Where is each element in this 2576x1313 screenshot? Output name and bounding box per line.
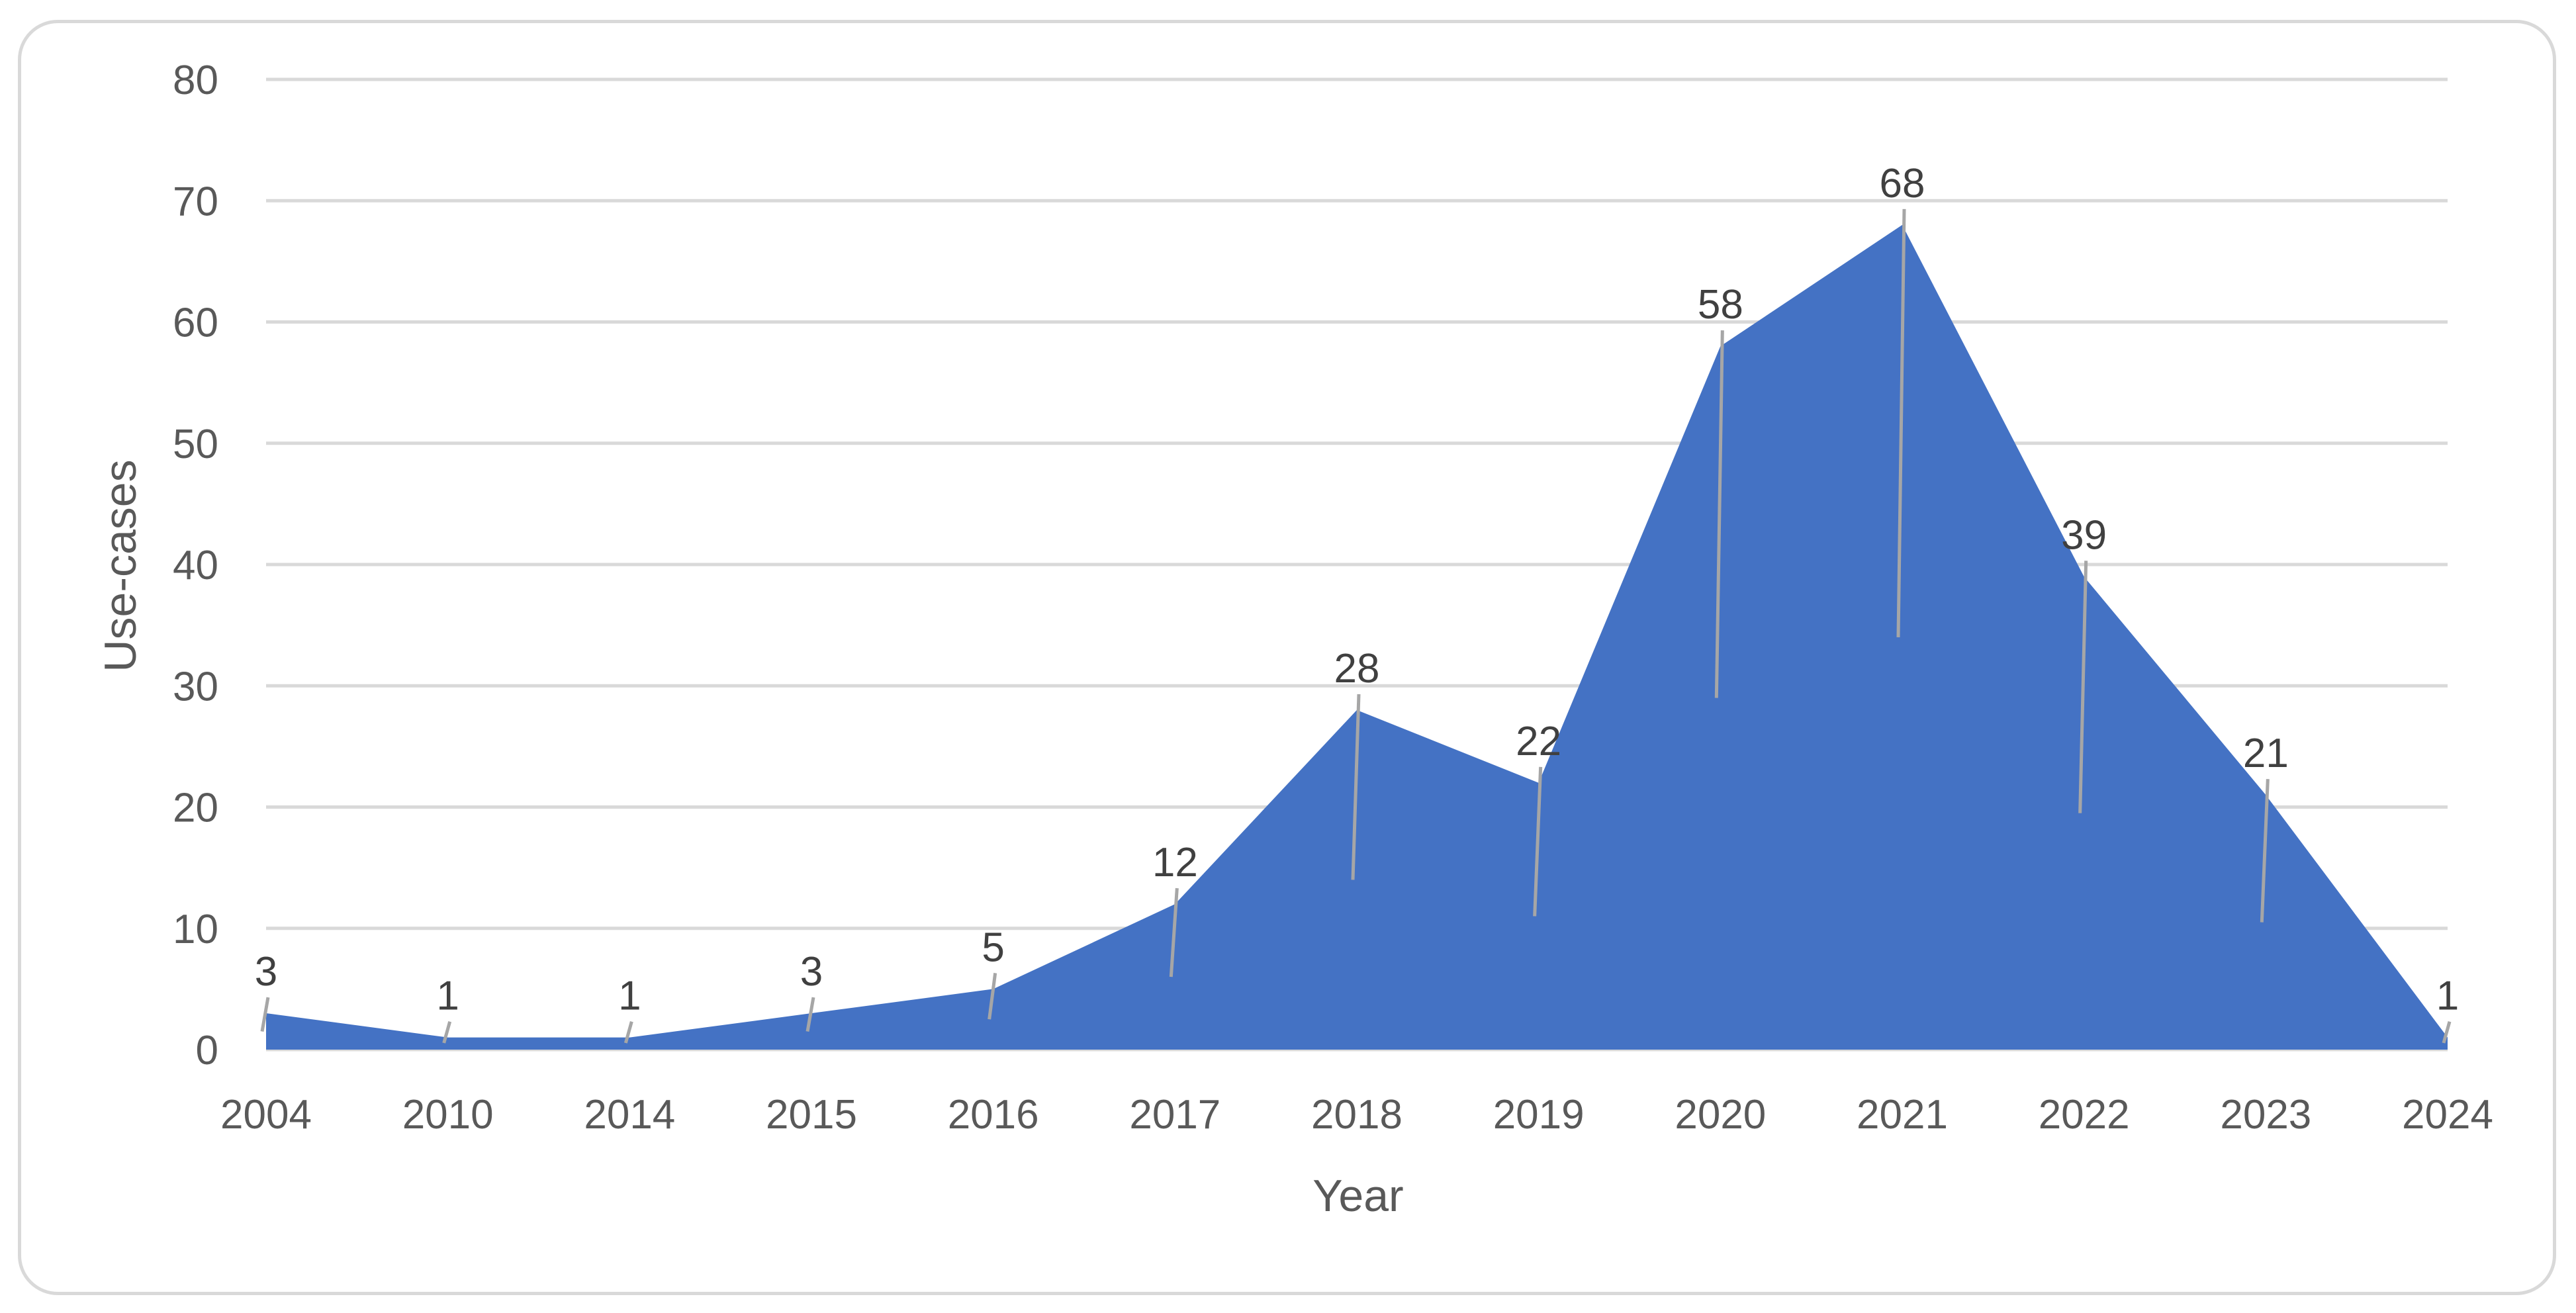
x-tick-label-2014: 2014 xyxy=(584,1092,675,1138)
leader-line-2022 xyxy=(2078,561,2088,813)
x-tick-label-2020: 2020 xyxy=(1675,1092,1766,1138)
data-label-leaders xyxy=(260,208,2452,1044)
leader-line-2018 xyxy=(1351,694,1361,880)
y-tick-label-0: 0 xyxy=(196,1028,218,1073)
y-tick-label-10: 10 xyxy=(173,907,218,952)
y-tick-label-20: 20 xyxy=(173,786,218,831)
y-axis-ticks: 0 10 20 30 40 50 60 70 80 xyxy=(173,58,218,1073)
data-label-2015: 3 xyxy=(800,949,823,995)
leader-line-2016 xyxy=(988,973,997,1020)
leader-line-2004 xyxy=(260,997,270,1032)
x-tick-label-2016: 2016 xyxy=(948,1092,1039,1138)
leader-line-2020 xyxy=(1714,330,1724,698)
data-label-2023: 21 xyxy=(2243,731,2289,776)
x-tick-label-2010: 2010 xyxy=(402,1092,494,1138)
data-label-2014: 1 xyxy=(618,973,641,1019)
data-label-2004: 3 xyxy=(255,949,277,995)
leader-line-2023 xyxy=(2260,779,2270,923)
area-series xyxy=(266,224,2448,1050)
x-tick-label-2023: 2023 xyxy=(2220,1092,2311,1138)
y-tick-label-50: 50 xyxy=(173,422,218,467)
x-tick-label-2022: 2022 xyxy=(2039,1092,2130,1138)
x-tick-label-2004: 2004 xyxy=(220,1092,312,1138)
area-fill xyxy=(266,224,2448,1050)
data-label-2017: 12 xyxy=(1152,840,1198,885)
leader-line-2015 xyxy=(805,997,815,1032)
leader-line-2010 xyxy=(442,1021,452,1044)
y-tick-label-70: 70 xyxy=(173,179,218,224)
x-axis-title: Year xyxy=(1312,1171,1403,1221)
data-labels: 3 1 1 3 5 12 28 22 58 68 39 21 1 xyxy=(255,161,2459,1019)
leader-line-2019 xyxy=(1533,766,1543,917)
data-label-2021: 68 xyxy=(1880,161,1925,206)
x-tick-label-2024: 2024 xyxy=(2402,1092,2493,1138)
y-axis-title: Use-cases xyxy=(95,459,146,672)
x-tick-label-2017: 2017 xyxy=(1129,1092,1220,1138)
data-label-2016: 5 xyxy=(982,925,1004,970)
data-label-2024: 1 xyxy=(2436,973,2459,1019)
data-label-2022: 39 xyxy=(2061,512,2107,558)
leader-line-2014 xyxy=(623,1021,633,1044)
data-label-2018: 28 xyxy=(1334,646,1380,692)
y-tick-label-40: 40 xyxy=(173,543,218,588)
x-tick-label-2018: 2018 xyxy=(1311,1092,1403,1138)
leader-line-2021 xyxy=(1896,208,1906,637)
leader-line-2024 xyxy=(2442,1021,2452,1044)
x-tick-label-2015: 2015 xyxy=(766,1092,857,1138)
x-tick-label-2019: 2019 xyxy=(1493,1092,1585,1138)
y-tick-label-60: 60 xyxy=(173,300,218,346)
data-label-2010: 1 xyxy=(436,973,459,1019)
data-label-2019: 22 xyxy=(1516,719,1561,764)
y-tick-label-80: 80 xyxy=(173,58,218,103)
data-label-2020: 58 xyxy=(1698,282,1743,328)
leader-line-2017 xyxy=(1169,887,1179,977)
x-tick-label-2021: 2021 xyxy=(1857,1092,1948,1138)
y-tick-label-30: 30 xyxy=(173,664,218,709)
x-axis-ticks: 2004 2010 2014 2015 2016 2017 2018 2019 2020 2021… xyxy=(220,1092,2493,1138)
